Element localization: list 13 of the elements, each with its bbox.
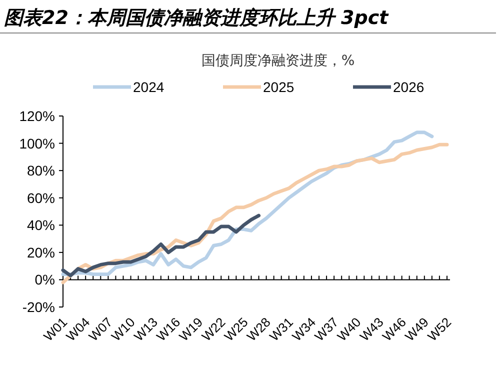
legend-label: 2024 — [133, 79, 164, 95]
y-tick-label: -20% — [22, 299, 55, 315]
y-tick-label: 100% — [19, 135, 55, 152]
y-tick-label: 120% — [19, 108, 55, 124]
subtitle: 国债周度净融资进度，% — [201, 53, 355, 69]
title: 图表22：本周国债净融资进度环比上升 3pct — [4, 7, 388, 29]
y-tick-label: 40% — [26, 217, 55, 234]
y-tick-label: 20% — [26, 244, 55, 260]
y-tick-label: 0% — [34, 272, 55, 288]
y-tick-label: 80% — [26, 162, 55, 179]
legend-label: 2026 — [393, 79, 424, 95]
y-tick-label: 60% — [26, 190, 55, 206]
legend-label: 2025 — [263, 79, 294, 95]
